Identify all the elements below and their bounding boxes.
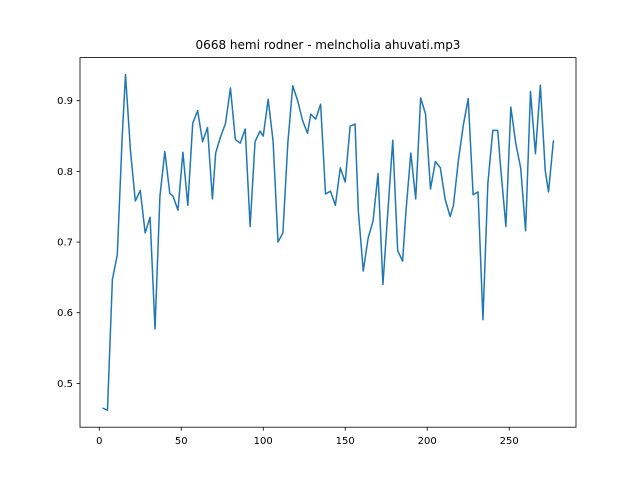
- y-tick-label: 0.7: [57, 238, 73, 249]
- axes-frame: [79, 57, 577, 428]
- x-tick-label: 150: [336, 436, 355, 447]
- x-tick-label: 250: [500, 436, 519, 447]
- x-tick-label: 0: [96, 436, 102, 447]
- x-tick-label: 200: [418, 436, 437, 447]
- y-tick-label: 0.8: [57, 167, 73, 178]
- y-tick-label: 0.5: [57, 379, 73, 390]
- y-tick-label: 0.6: [57, 308, 73, 319]
- x-tick-label: 50: [175, 436, 188, 447]
- chart-title: 0668 hemi rodner - melncholia ahuvati.mp…: [196, 38, 461, 52]
- x-tick-label: 100: [254, 436, 273, 447]
- y-tick-label: 0.9: [57, 96, 73, 107]
- line: [102, 73, 555, 411]
